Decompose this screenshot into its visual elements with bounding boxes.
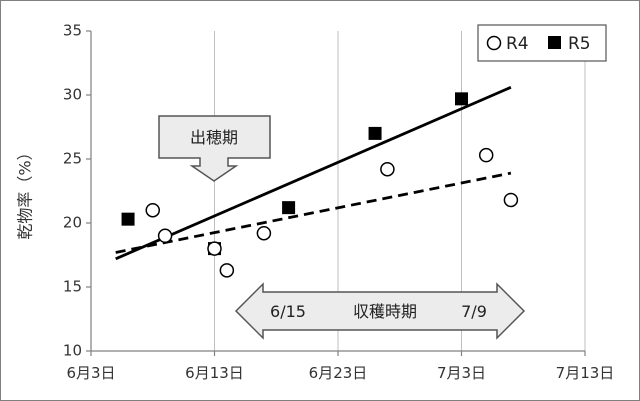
data-point-r4 xyxy=(219,263,235,278)
harvest-period-label: 収穫時期 xyxy=(353,302,417,321)
legend-r4-label: R4 xyxy=(506,34,529,54)
data-point-r4 xyxy=(503,192,519,208)
trendline-r4 xyxy=(115,171,512,254)
y-tick-label: 25 xyxy=(63,150,82,168)
legend-r4-marker xyxy=(486,35,502,51)
legend-r5-label: R5 xyxy=(568,34,591,54)
harvest-start-label: 6/15 xyxy=(270,302,306,321)
data-point-r4 xyxy=(478,147,494,163)
axis-layer: 10 15 20 25 30 35 6月3日 6月13日 6月23日 7月3日 7月13日 xyxy=(63,22,614,383)
heading-stage-callout: 出穂期 xyxy=(158,115,271,182)
point-layer xyxy=(121,92,519,278)
x-tick-label: 7月13日 xyxy=(556,364,615,382)
heading-stage-label: 出穂期 xyxy=(190,128,238,147)
x-tick-label: 6月23日 xyxy=(309,364,368,382)
data-point-r5 xyxy=(121,212,135,226)
data-point-r5 xyxy=(368,126,382,140)
trendline-layer xyxy=(115,86,512,261)
trendline-r5 xyxy=(115,86,512,261)
legend-box xyxy=(477,24,607,62)
data-point-r4 xyxy=(157,228,173,244)
y-tick-label: 35 xyxy=(63,22,82,40)
data-point-r4 xyxy=(207,241,222,256)
harvest-end-label: 7/9 xyxy=(461,302,487,321)
data-point-r4 xyxy=(256,225,272,241)
data-point-r4 xyxy=(145,202,160,218)
data-point-r4 xyxy=(380,161,395,177)
data-point-r5 xyxy=(455,92,468,106)
y-axis-label: 乾物率（%） xyxy=(16,144,35,239)
x-tick-label: 6月3日 xyxy=(66,364,115,382)
y-tick-label: 10 xyxy=(63,342,82,360)
y-tick-label: 15 xyxy=(63,278,82,296)
y-tick-label: 20 xyxy=(63,214,82,232)
y-tick-label: 30 xyxy=(63,86,82,104)
legend: R4 R5 xyxy=(477,24,607,62)
down-arrow-shape xyxy=(158,115,271,182)
x-tick-label: 6月13日 xyxy=(185,364,244,382)
data-point-r5 xyxy=(282,201,296,215)
x-tick-label: 7月3日 xyxy=(437,364,486,382)
legend-r5-marker xyxy=(548,36,561,49)
harvest-period-callout: 6/15 収穫時期 7/9 xyxy=(234,282,526,340)
double-arrow-shape xyxy=(234,282,526,340)
